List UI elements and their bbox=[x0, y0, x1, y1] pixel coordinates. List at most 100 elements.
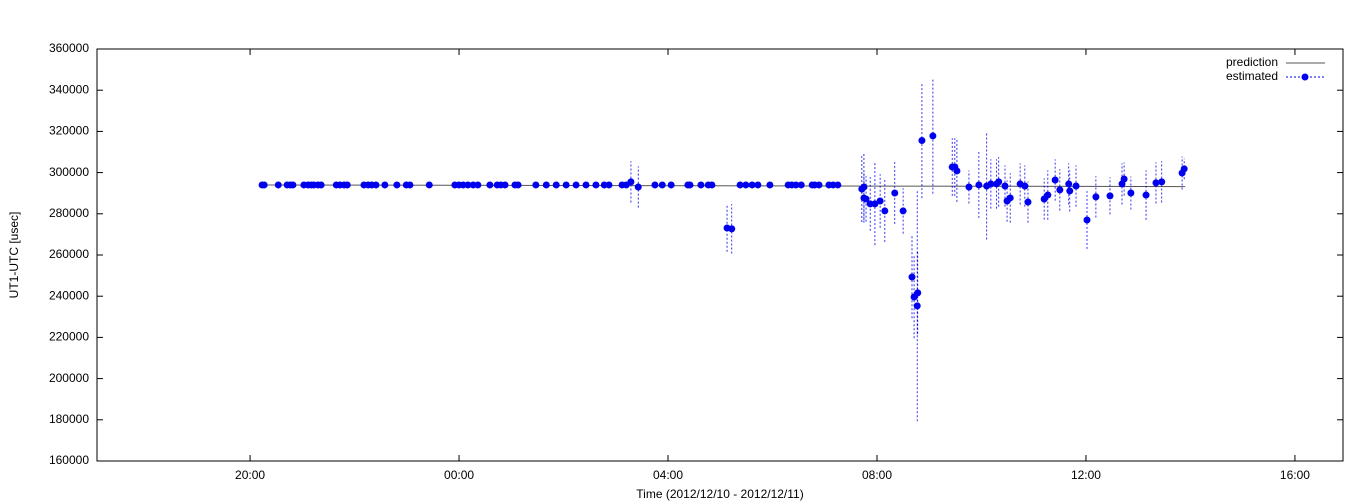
x-tick-label: 08:00 bbox=[862, 468, 892, 482]
data-point bbox=[634, 183, 642, 191]
data-point bbox=[1152, 179, 1160, 187]
data-point bbox=[260, 181, 268, 189]
x-tick-label: 20:00 bbox=[235, 468, 265, 482]
data-point bbox=[406, 181, 414, 189]
data-point bbox=[899, 207, 907, 215]
y-axis-label: UT1-UTC [usec] bbox=[7, 212, 21, 299]
y-tick-label: 200000 bbox=[49, 371, 89, 385]
x-tick-label: 16:00 bbox=[1280, 468, 1310, 482]
y-tick-label: 220000 bbox=[49, 330, 89, 344]
data-point bbox=[274, 181, 282, 189]
data-point bbox=[1180, 165, 1188, 173]
data-point bbox=[486, 181, 494, 189]
x-axis-label: Time (2012/12/10 - 2012/12/11) bbox=[636, 487, 803, 501]
y-tick-label: 240000 bbox=[49, 288, 89, 302]
data-point bbox=[651, 181, 659, 189]
data-point bbox=[908, 273, 916, 281]
data-point bbox=[871, 200, 879, 208]
data-point bbox=[953, 167, 961, 175]
data-point bbox=[1021, 182, 1029, 190]
data-point bbox=[686, 181, 694, 189]
data-point bbox=[572, 181, 580, 189]
x-tick-label: 04:00 bbox=[653, 468, 683, 482]
data-point bbox=[1092, 193, 1100, 201]
data-point bbox=[1056, 186, 1064, 194]
data-point bbox=[1142, 191, 1150, 199]
data-point bbox=[514, 181, 522, 189]
plot-frame bbox=[96, 48, 1344, 462]
data-point bbox=[708, 181, 716, 189]
data-point bbox=[1044, 191, 1052, 199]
data-point bbox=[736, 181, 744, 189]
data-point bbox=[592, 181, 600, 189]
data-point bbox=[343, 181, 351, 189]
data-point bbox=[742, 181, 750, 189]
data-point bbox=[562, 181, 570, 189]
data-point bbox=[542, 181, 550, 189]
legend-label: prediction bbox=[1226, 55, 1278, 69]
data-point bbox=[766, 181, 774, 189]
data-point bbox=[393, 181, 401, 189]
data-point bbox=[754, 181, 762, 189]
data-point bbox=[1051, 176, 1059, 184]
prediction-line bbox=[260, 184, 1186, 188]
data-point bbox=[815, 181, 823, 189]
data-point bbox=[728, 225, 736, 233]
data-point bbox=[918, 136, 926, 144]
data-point bbox=[987, 180, 995, 188]
data-point bbox=[658, 181, 666, 189]
data-point bbox=[474, 181, 482, 189]
data-point bbox=[1006, 194, 1014, 202]
data-point bbox=[532, 181, 540, 189]
legend-swatch bbox=[1301, 73, 1309, 81]
data-point bbox=[1158, 178, 1166, 186]
data-point bbox=[582, 181, 590, 189]
y-tick-label: 300000 bbox=[49, 165, 89, 179]
data-point bbox=[1001, 182, 1009, 190]
data-point bbox=[860, 183, 868, 191]
data-point bbox=[605, 181, 613, 189]
data-point bbox=[501, 181, 509, 189]
data-point bbox=[876, 197, 884, 205]
data-point bbox=[797, 181, 805, 189]
data-point bbox=[914, 289, 922, 297]
data-point bbox=[1120, 175, 1128, 183]
data-point bbox=[995, 178, 1003, 186]
data-point bbox=[1065, 180, 1073, 188]
x-tick-label: 12:00 bbox=[1071, 468, 1101, 482]
data-point bbox=[697, 181, 705, 189]
y-tick-label: 360000 bbox=[49, 41, 89, 55]
data-point bbox=[552, 181, 560, 189]
data-point bbox=[748, 181, 756, 189]
data-point bbox=[834, 181, 842, 189]
data-point bbox=[1072, 182, 1080, 190]
y-tick-label: 320000 bbox=[49, 124, 89, 138]
data-point bbox=[929, 132, 937, 140]
y-tick-label: 340000 bbox=[49, 82, 89, 96]
data-point bbox=[289, 181, 297, 189]
legend-label: estimated bbox=[1226, 69, 1278, 83]
y-tick-label: 280000 bbox=[49, 206, 89, 220]
data-point bbox=[1106, 192, 1114, 200]
data-point bbox=[667, 181, 675, 189]
data-point bbox=[975, 181, 983, 189]
data-point bbox=[1024, 198, 1032, 206]
data-point bbox=[372, 181, 380, 189]
data-point bbox=[464, 181, 472, 189]
y-tick-label: 260000 bbox=[49, 247, 89, 261]
data-point bbox=[425, 181, 433, 189]
data-point bbox=[965, 183, 973, 191]
data-point bbox=[1066, 187, 1074, 195]
data-point bbox=[881, 207, 889, 215]
y-tick-label: 180000 bbox=[49, 412, 89, 426]
data-point bbox=[627, 178, 635, 186]
data-point bbox=[381, 181, 389, 189]
data-point bbox=[913, 302, 921, 310]
data-point bbox=[792, 181, 800, 189]
data-point bbox=[891, 189, 899, 197]
data-point bbox=[1083, 216, 1091, 224]
data-point bbox=[317, 181, 325, 189]
data-point bbox=[1127, 189, 1135, 197]
y-tick-label: 160000 bbox=[49, 453, 89, 467]
